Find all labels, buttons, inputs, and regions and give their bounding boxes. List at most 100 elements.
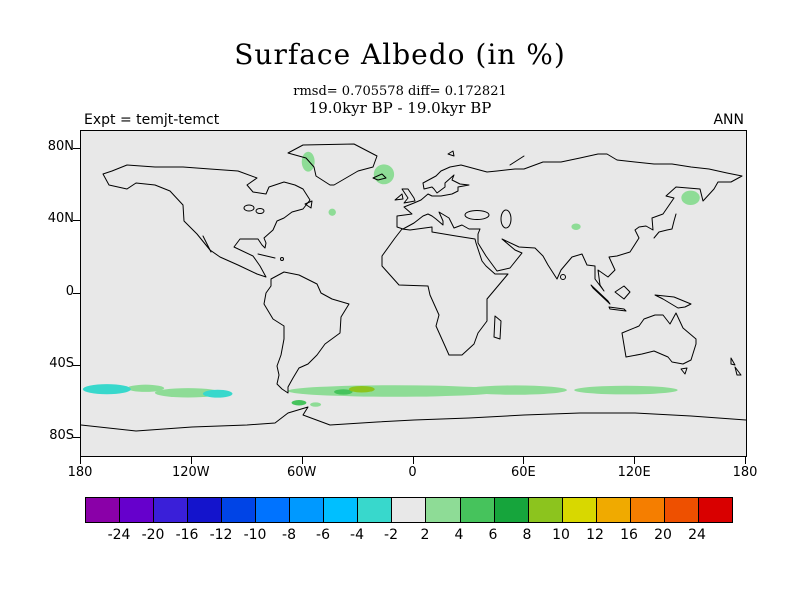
colorbar-segment (154, 498, 189, 522)
colorbar-tick-label: 6 (488, 527, 498, 543)
season-label: ANN (713, 112, 744, 128)
coast-new-zealand-north (730, 357, 736, 366)
coast-japan (653, 213, 677, 239)
colorbar-segment (426, 498, 461, 522)
anomaly-patch (291, 400, 307, 406)
colorbar-segment (290, 498, 325, 522)
anomaly-patch (348, 385, 375, 393)
coast-new-zealand-south (734, 366, 742, 376)
colorbar-segment (222, 498, 257, 522)
anomaly-patch (328, 208, 336, 216)
anomaly-patch (202, 389, 233, 398)
coast-sri-lanka (560, 274, 566, 280)
coast-new-guinea (654, 294, 692, 309)
lon-tick-mark (745, 457, 746, 464)
anomaly-patch (301, 151, 315, 172)
lon-tick-label: 180 (67, 465, 93, 480)
colorbar-tick-label: -8 (282, 527, 296, 543)
coast-borneo (614, 285, 631, 300)
lon-tick-label: 180 (732, 465, 758, 480)
lon-tick-label: 60E (510, 465, 536, 480)
colorbar-segment (562, 498, 597, 522)
lon-tick-label: 60W (286, 465, 317, 480)
coast-iceland (372, 173, 387, 181)
lat-tick-mark (73, 148, 80, 150)
colorbar-tick-label: 8 (522, 527, 532, 543)
colorbar-segment (324, 498, 359, 522)
lon-tick-label: 120W (171, 465, 210, 480)
colorbar-segment (698, 498, 732, 522)
experiment-label: Expt = temjt-temct (84, 112, 220, 128)
lat-tick-label: 80N (47, 139, 74, 155)
colorbar-tick-label: 24 (688, 527, 706, 543)
colorbar-tick-label: 16 (620, 527, 638, 543)
lat-tick-mark (73, 364, 80, 366)
colorbar-segment (460, 498, 495, 522)
black-sea (464, 210, 490, 220)
world-map (81, 143, 746, 432)
lat-tick-mark (73, 292, 80, 294)
colorbar-segment (630, 498, 665, 522)
anomaly-patch (681, 190, 700, 206)
period-line: 19.0kyr BP - 19.0kyr BP (308, 99, 492, 117)
lon-tick-mark (523, 457, 525, 464)
colorbar-labels: -24 -20 -16 -12 -10 -8 -6 -4 -2 2 4 6 8 10 12 16 20 24 (85, 527, 733, 545)
lon-tick-label: 0 (408, 465, 417, 480)
lat-tick-label: 40S (49, 355, 74, 371)
lon-tick-mark (80, 457, 81, 464)
coast-newfoundland (304, 200, 313, 209)
colorbar-tick-label: -20 (141, 527, 165, 543)
colorbar-tick-label: 2 (420, 527, 430, 543)
lake-superior (243, 204, 255, 212)
caspian-sea (500, 209, 512, 229)
colorbar (85, 497, 733, 523)
lon-tick-mark (412, 457, 414, 464)
map-frame (80, 130, 747, 457)
colorbar-segment (528, 498, 563, 522)
lat-tick-mark (73, 436, 80, 438)
coast-britain (401, 188, 416, 204)
coast-ireland (394, 193, 404, 201)
lon-tick-mark (190, 457, 192, 464)
coast-java (608, 306, 627, 312)
colorbar-segment (120, 498, 155, 522)
colorbar-tick-label: -16 (175, 527, 199, 543)
coastline-layer (81, 143, 746, 432)
colorbar-tick-label: 4 (454, 527, 464, 543)
colorbar-segment (494, 498, 529, 522)
stats-line: rmsd= 0.705578 diff= 0.172821 (293, 84, 507, 99)
lake-huron (255, 208, 265, 214)
colorbar-tick-label: -10 (243, 527, 267, 543)
coast-sumatra (590, 284, 611, 305)
lat-tick-label: 0 (65, 283, 74, 299)
lat-tick-label: 80S (49, 427, 74, 443)
colorbar-segment (358, 498, 393, 522)
anomaly-patch (373, 164, 395, 185)
colorbar-tick-label: 20 (654, 527, 672, 543)
coast-south-america (263, 271, 350, 394)
coast-madagascar (493, 315, 502, 340)
lon-tick-label: 120E (617, 465, 651, 480)
colorbar-segment (86, 498, 121, 522)
coast-australia (621, 312, 697, 365)
coast-greenland (287, 143, 378, 186)
colorbar-tick-label: 12 (586, 527, 604, 543)
coast-north-america (102, 164, 311, 278)
coast-svalbard (447, 150, 455, 157)
anomaly-patch (82, 384, 131, 395)
coast-eurasia (396, 153, 743, 292)
coast-cuba (257, 253, 276, 259)
colorbar-segment (256, 498, 291, 522)
anomaly-patch (127, 384, 165, 392)
anomaly-layer (82, 151, 700, 407)
colorbar-tick-label: 10 (552, 527, 570, 543)
colorbar-segment (392, 498, 427, 522)
anomaly-patch (310, 402, 322, 407)
lon-tick-mark (634, 457, 636, 464)
plot-title: Surface Albedo (in %) (234, 38, 566, 71)
colorbar-tick-label: -12 (209, 527, 233, 543)
coast-africa (381, 226, 509, 356)
anomaly-patch (571, 223, 581, 230)
colorbar-segment (596, 498, 631, 522)
